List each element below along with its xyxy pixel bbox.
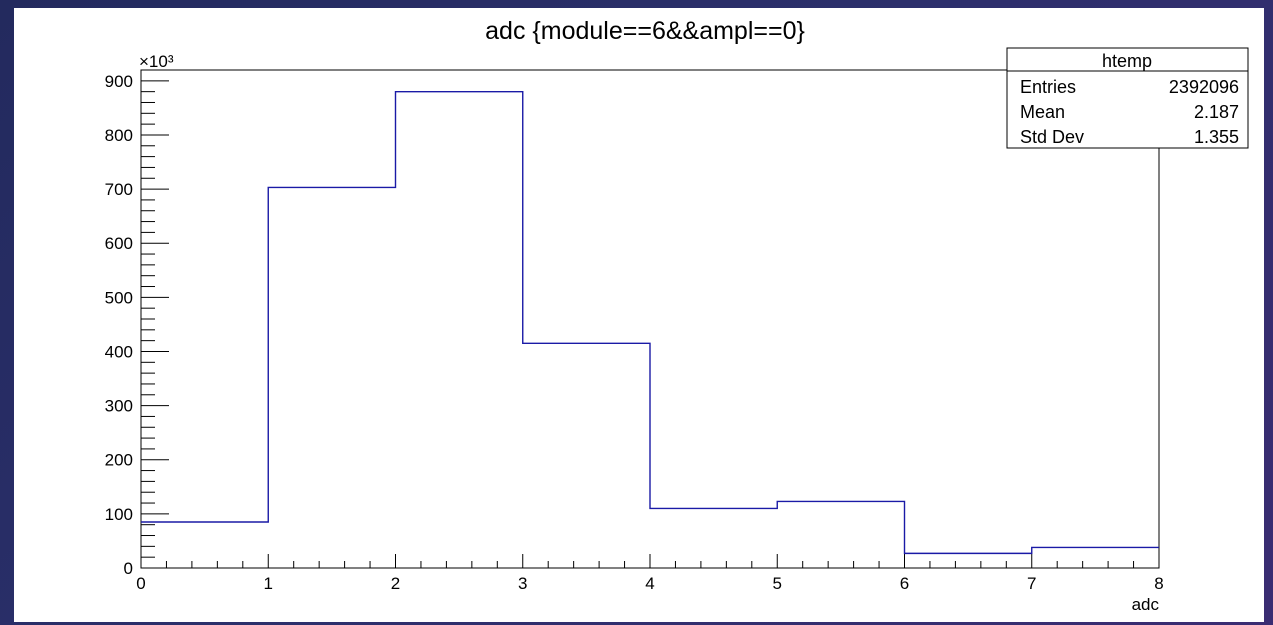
histogram-bin <box>777 501 904 568</box>
y-tick-label: 0 <box>124 559 133 578</box>
stats-box-name: htemp <box>1102 51 1152 71</box>
y-tick-label: 200 <box>105 451 133 470</box>
histogram-bin <box>905 553 1032 568</box>
stats-stddev-value: 1.355 <box>1194 127 1239 147</box>
histogram-chart: adc {module==6&&ampl==0} 010020030040050… <box>105 17 1249 614</box>
x-tick-label: 4 <box>645 574 654 593</box>
chart-canvas: adc {module==6&&ampl==0} 0 100 200 300 400 50… <box>14 8 1264 622</box>
x-tick-label: 1 <box>264 574 273 593</box>
x-tick-label: 7 <box>1027 574 1036 593</box>
x-tick-label: 6 <box>900 574 909 593</box>
histogram-bin <box>523 343 650 568</box>
y-tick-label: 500 <box>105 288 133 307</box>
stats-mean-label: Mean <box>1020 102 1065 122</box>
stats-entries-value: 2392096 <box>1169 77 1239 97</box>
histogram-bin <box>396 92 523 568</box>
histogram-bin <box>650 508 777 568</box>
x-tick-label: 0 <box>136 574 145 593</box>
histogram-outline <box>141 90 1159 555</box>
stats-box-frame <box>1006 47 1249 149</box>
x-tick-label: 2 <box>391 574 400 593</box>
y-tick-label: 700 <box>105 180 133 199</box>
histogram-bin <box>141 522 268 568</box>
y-tick-label: 600 <box>105 234 133 253</box>
y-tick-label: 900 <box>105 72 133 91</box>
histogram-bin <box>268 187 395 568</box>
x-tick-label: 5 <box>773 574 782 593</box>
stats-mean-value: 2.187 <box>1194 102 1239 122</box>
y-tick-label: 400 <box>105 342 133 361</box>
x-tick-label: 8 <box>1154 574 1163 593</box>
stats-stddev-label: Std Dev <box>1020 127 1084 147</box>
x-axis: 0 1 2 3 4 5 6 7 8 <box>136 554 1164 593</box>
y-tick-label: 300 <box>105 397 133 416</box>
stats-entries-label: Entries <box>1020 77 1076 97</box>
y-multiplier-label: ×10³ <box>139 52 174 71</box>
y-tick-label: 100 <box>105 505 133 524</box>
histogram-bin <box>1032 547 1159 568</box>
y-axis: 0 100 200 300 400 500 600 700 800 900 <box>105 69 169 578</box>
chart-title: adc {module==6&&ampl==0} <box>485 17 805 45</box>
x-tick-label: 3 <box>518 574 527 593</box>
y-tick-label: 800 <box>105 126 133 145</box>
stats-box: htemp Entries 2392096 Mean 2.187 Std Dev… <box>1006 47 1249 149</box>
x-axis-label: adc <box>1132 595 1160 614</box>
